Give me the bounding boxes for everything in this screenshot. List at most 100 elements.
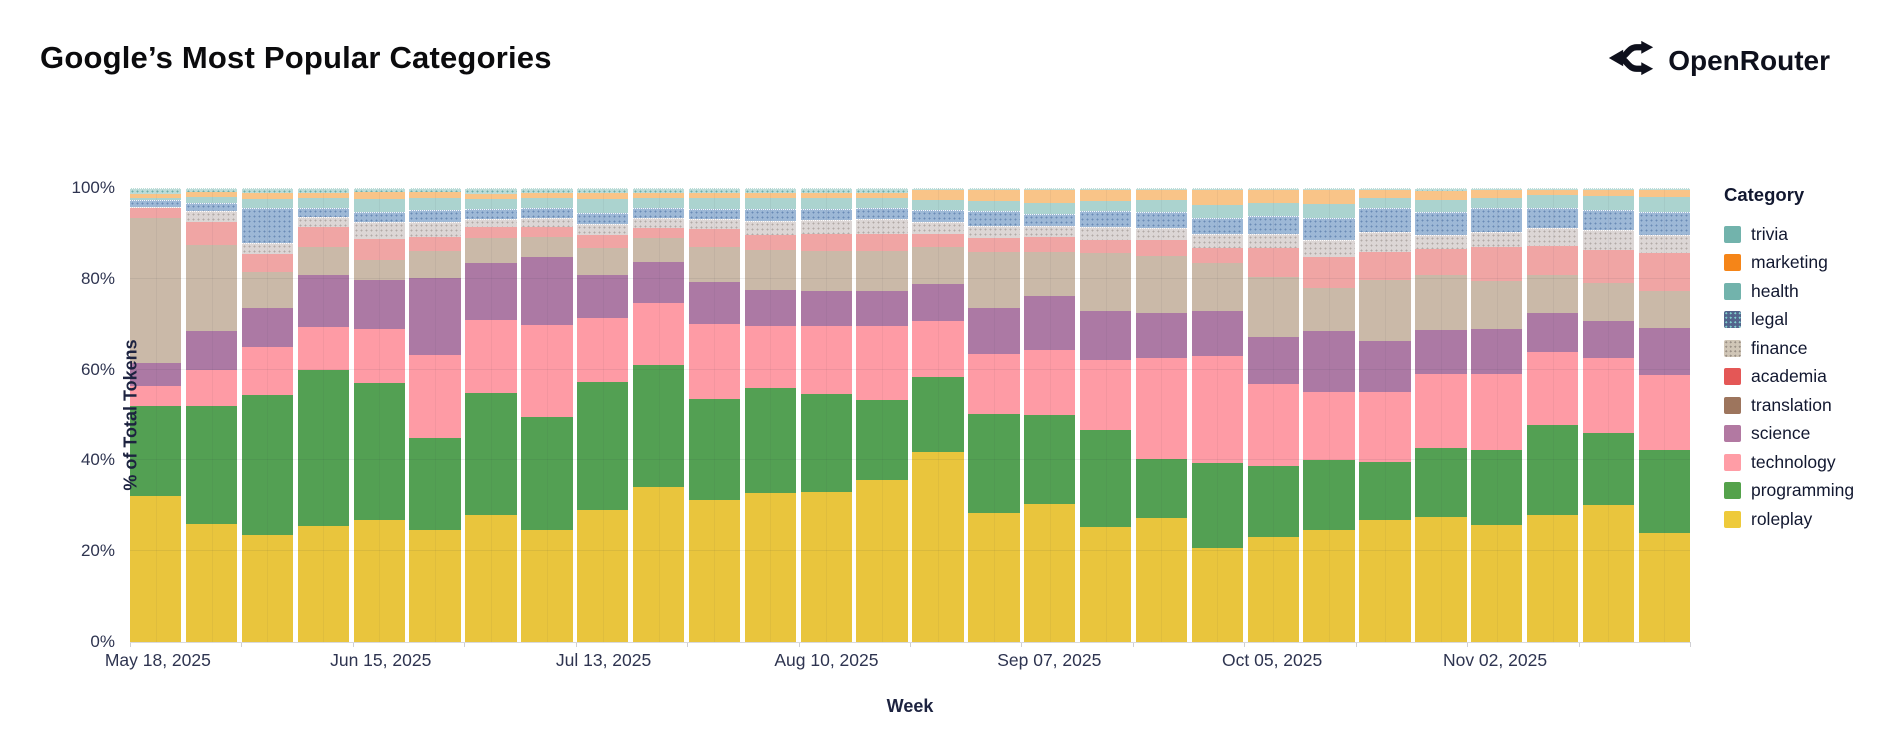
segment-academia[interactable] bbox=[1471, 246, 1523, 282]
segment-technology[interactable] bbox=[968, 353, 1020, 414]
segment-programming[interactable] bbox=[241, 394, 294, 536]
segment-programming[interactable] bbox=[744, 388, 796, 494]
segment-trivia[interactable] bbox=[856, 188, 908, 193]
segment-programming[interactable] bbox=[465, 393, 517, 515]
segment-translation[interactable] bbox=[577, 247, 629, 275]
segment-science[interactable] bbox=[1582, 320, 1635, 359]
segment-health[interactable] bbox=[465, 199, 517, 210]
segment-trivia[interactable] bbox=[1359, 188, 1411, 191]
segment-finance[interactable] bbox=[1471, 231, 1523, 247]
segment-finance[interactable] bbox=[521, 218, 573, 227]
segment-translation[interactable] bbox=[130, 217, 182, 364]
segment-marketing[interactable] bbox=[1582, 189, 1635, 197]
segment-legal[interactable] bbox=[353, 211, 405, 223]
segment-health[interactable] bbox=[1024, 202, 1076, 214]
segment-legal[interactable] bbox=[297, 207, 349, 217]
segment-legal[interactable] bbox=[632, 208, 685, 219]
segment-marketing[interactable] bbox=[632, 192, 685, 198]
segment-marketing[interactable] bbox=[688, 192, 741, 199]
segment-translation[interactable] bbox=[521, 236, 573, 257]
segment-translation[interactable] bbox=[856, 251, 908, 291]
bar-week-27[interactable] bbox=[1638, 188, 1690, 642]
segment-legal[interactable] bbox=[744, 209, 796, 222]
segment-legal[interactable] bbox=[688, 208, 741, 219]
segment-programming[interactable] bbox=[856, 399, 908, 480]
segment-trivia[interactable] bbox=[1303, 188, 1355, 190]
segment-translation[interactable] bbox=[1638, 291, 1690, 329]
segment-trivia[interactable] bbox=[1471, 188, 1523, 190]
segment-science[interactable] bbox=[968, 307, 1020, 354]
segment-roleplay[interactable] bbox=[1638, 533, 1690, 642]
segment-science[interactable] bbox=[353, 280, 405, 330]
segment-finance[interactable] bbox=[1582, 230, 1635, 251]
segment-trivia[interactable] bbox=[521, 188, 573, 194]
segment-health[interactable] bbox=[632, 197, 685, 209]
segment-trivia[interactable] bbox=[968, 188, 1020, 191]
bar-week-7[interactable] bbox=[521, 188, 573, 642]
segment-marketing[interactable] bbox=[297, 192, 349, 199]
segment-marketing[interactable] bbox=[465, 194, 517, 200]
segment-health[interactable] bbox=[1638, 196, 1690, 212]
segment-roleplay[interactable] bbox=[688, 499, 741, 642]
bar-week-25[interactable] bbox=[1526, 188, 1579, 642]
segment-translation[interactable] bbox=[1191, 263, 1243, 312]
segment-translation[interactable] bbox=[185, 244, 238, 331]
segment-finance[interactable] bbox=[241, 243, 294, 254]
bar-week-12[interactable] bbox=[800, 188, 852, 642]
segment-science[interactable] bbox=[1024, 296, 1076, 351]
segment-marketing[interactable] bbox=[1191, 190, 1243, 205]
segment-translation[interactable] bbox=[688, 247, 741, 283]
segment-health[interactable] bbox=[1303, 203, 1355, 219]
segment-marketing[interactable] bbox=[744, 192, 796, 199]
segment-finance[interactable] bbox=[856, 219, 908, 235]
segment-technology[interactable] bbox=[1303, 391, 1355, 460]
segment-finance[interactable] bbox=[744, 221, 796, 235]
segment-academia[interactable] bbox=[1415, 248, 1467, 276]
segment-translation[interactable] bbox=[632, 238, 685, 262]
segment-science[interactable] bbox=[912, 283, 964, 321]
segment-programming[interactable] bbox=[1024, 414, 1076, 505]
segment-legal[interactable] bbox=[1359, 207, 1411, 232]
segment-legal[interactable] bbox=[1526, 208, 1579, 229]
segment-programming[interactable] bbox=[1582, 433, 1635, 505]
segment-legal[interactable] bbox=[130, 200, 182, 207]
segment-trivia[interactable] bbox=[185, 188, 238, 192]
segment-trivia[interactable] bbox=[1638, 188, 1690, 190]
segment-translation[interactable] bbox=[1359, 280, 1411, 342]
segment-science[interactable] bbox=[1526, 313, 1579, 352]
segment-academia[interactable] bbox=[968, 238, 1020, 252]
bar-week-3[interactable] bbox=[297, 188, 349, 642]
segment-marketing[interactable] bbox=[1024, 189, 1076, 203]
segment-programming[interactable] bbox=[1638, 449, 1690, 534]
segment-translation[interactable] bbox=[744, 249, 796, 290]
segment-finance[interactable] bbox=[1359, 231, 1411, 252]
segment-health[interactable] bbox=[241, 199, 294, 209]
segment-roleplay[interactable] bbox=[1582, 504, 1635, 642]
segment-finance[interactable] bbox=[297, 216, 349, 228]
segment-marketing[interactable] bbox=[800, 192, 852, 198]
segment-finance[interactable] bbox=[1079, 227, 1132, 241]
bar-week-1[interactable] bbox=[185, 188, 238, 642]
bar-week-8[interactable] bbox=[577, 188, 629, 642]
segment-translation[interactable] bbox=[1247, 276, 1299, 338]
bar-week-18[interactable] bbox=[1135, 188, 1188, 642]
legend-item-academia[interactable]: academia bbox=[1724, 363, 1854, 392]
segment-academia[interactable] bbox=[632, 228, 685, 239]
segment-technology[interactable] bbox=[1471, 374, 1523, 451]
segment-trivia[interactable] bbox=[1135, 188, 1188, 190]
segment-programming[interactable] bbox=[968, 413, 1020, 513]
segment-finance[interactable] bbox=[1024, 226, 1076, 238]
segment-finance[interactable] bbox=[912, 222, 964, 234]
brand[interactable]: OpenRouter bbox=[1608, 38, 1830, 83]
segment-science[interactable] bbox=[185, 330, 238, 370]
segment-technology[interactable] bbox=[521, 324, 573, 417]
segment-roleplay[interactable] bbox=[912, 451, 964, 642]
segment-health[interactable] bbox=[409, 198, 461, 210]
segment-trivia[interactable] bbox=[1582, 188, 1635, 190]
segment-academia[interactable] bbox=[1191, 248, 1243, 264]
legend-item-roleplay[interactable]: roleplay bbox=[1724, 505, 1854, 534]
bar-week-26[interactable] bbox=[1582, 188, 1635, 642]
segment-legal[interactable] bbox=[185, 203, 238, 211]
segment-science[interactable] bbox=[1135, 312, 1188, 358]
segment-academia[interactable] bbox=[1303, 256, 1355, 289]
